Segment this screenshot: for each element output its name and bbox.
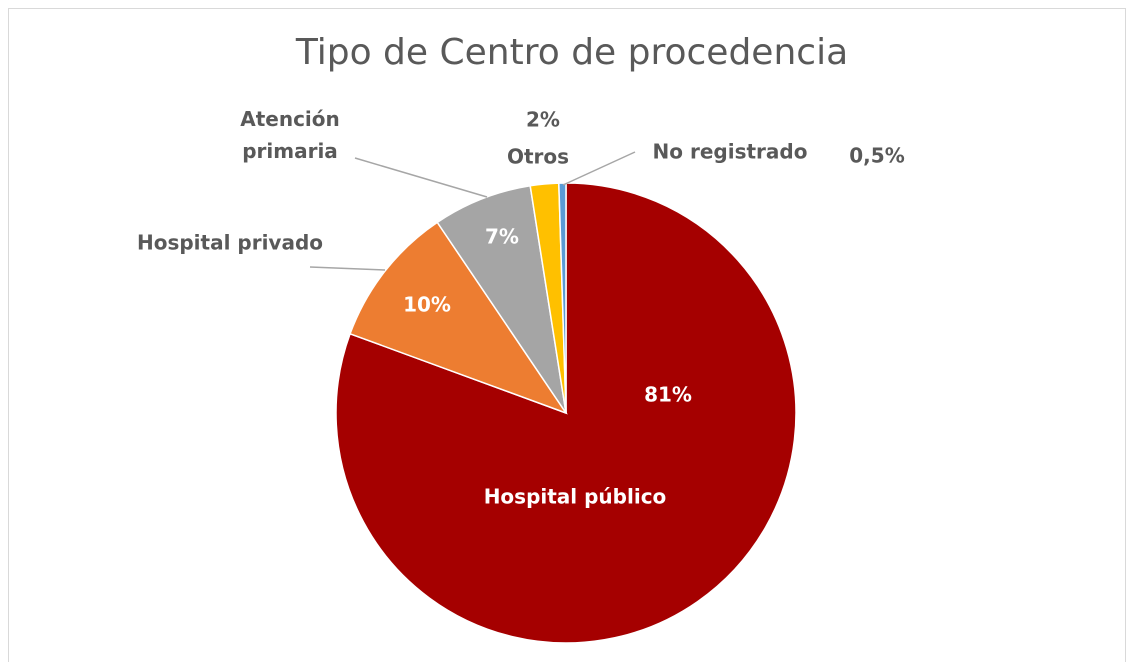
category-label: Atención primaria xyxy=(240,107,340,163)
value-label: 81% xyxy=(644,383,692,407)
chart-frame xyxy=(8,8,1126,662)
category-label: Otros xyxy=(507,145,569,169)
pie-slice xyxy=(349,221,568,415)
leader-line xyxy=(562,151,636,186)
leader-line xyxy=(354,157,488,198)
value-label: 7% xyxy=(485,225,519,249)
value-label: 0,5% xyxy=(849,144,904,168)
chart-title: Tipo de Centro de procedencia xyxy=(295,32,848,73)
category-label: Hospital público xyxy=(484,485,667,509)
value-label: 2% xyxy=(526,108,560,132)
leader-line xyxy=(309,266,386,271)
value-label: 10% xyxy=(403,293,451,317)
category-label: No registrado xyxy=(653,140,808,164)
category-label: Hospital privado xyxy=(137,231,323,255)
